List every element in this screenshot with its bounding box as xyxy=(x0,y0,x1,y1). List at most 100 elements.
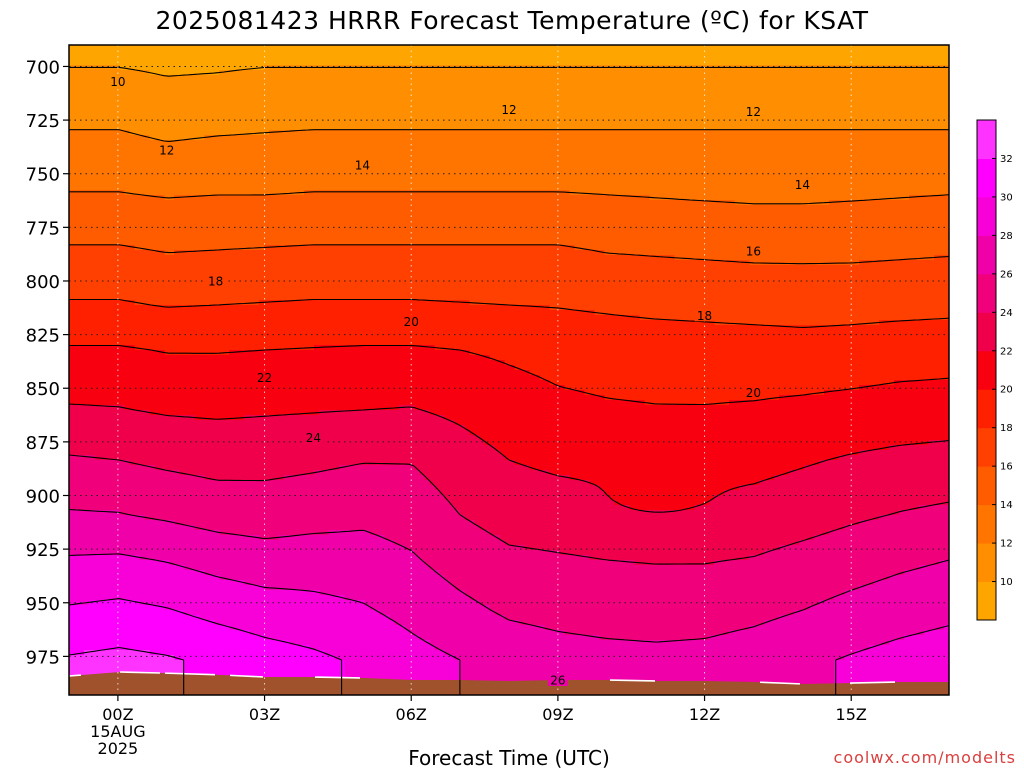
ground-surface-layer xyxy=(69,671,949,695)
temperature-band-0 xyxy=(69,45,949,76)
colorbar-tick-label-18: 18 xyxy=(1000,423,1013,434)
temperature-band-2 xyxy=(69,130,949,206)
colorbar-segment-6 xyxy=(977,350,996,390)
colorbar-tick-label-10: 10 xyxy=(1000,577,1013,588)
surface-highlight-6 xyxy=(759,681,801,685)
grid-layer xyxy=(69,45,949,695)
y-tick-label-775: 775 xyxy=(26,218,60,239)
surface-highlight-5 xyxy=(609,679,656,682)
contour-label-1: 12 xyxy=(159,144,174,158)
contour-label-bg-11 xyxy=(254,370,275,384)
contour-label-7: 18 xyxy=(208,274,223,288)
colorbar-segment-2 xyxy=(977,504,996,544)
x-date-label-0: 15AUG xyxy=(90,722,145,741)
surface-highlight-4 xyxy=(314,676,361,679)
colorbar-tick-label-32: 32 xyxy=(1000,154,1013,165)
y-tick-label-725: 725 xyxy=(26,111,60,132)
y-tick-label-850: 850 xyxy=(26,379,60,400)
colorbar-segment-11 xyxy=(977,158,996,198)
contour-label-bg-5 xyxy=(792,177,813,191)
contour-line-26 xyxy=(69,508,949,643)
contour-label-bg-13 xyxy=(547,672,568,686)
temperature-fill-layer xyxy=(69,45,949,695)
contour-labels-layer: 10 12 12 12 14 14 16 18 18 20 20 22 24 26 xyxy=(107,74,813,687)
colorbar-segment-8 xyxy=(977,273,996,313)
contour-label-2: 12 xyxy=(501,103,516,117)
contour-line-18 xyxy=(69,298,949,328)
temperature-band-10 xyxy=(69,555,949,695)
colorbar-segment-5 xyxy=(977,389,996,429)
y-tick-label-750: 750 xyxy=(26,165,60,186)
colorbar-frame xyxy=(976,119,997,621)
contour-label-0: 10 xyxy=(110,75,125,89)
y-axis: 700 725 750 775 800 825 850 875 900 925 950 975 xyxy=(26,57,69,668)
chart-title: 2025081423 HRRR Forecast Temperature (ºC… xyxy=(155,6,868,35)
contour-label-bg-10 xyxy=(743,385,764,399)
colorbar-tick-label-14: 14 xyxy=(1000,500,1013,511)
contour-label-8: 18 xyxy=(697,309,712,323)
contour-label-5: 14 xyxy=(795,178,810,192)
contour-label-bg-7 xyxy=(205,273,226,287)
watermark: coolwx.com/modelts xyxy=(834,748,1016,767)
colorbar-segment-10 xyxy=(977,196,996,236)
surface-highlight-2 xyxy=(164,672,216,676)
temperature-band-11 xyxy=(69,600,345,695)
colorbar-tick-label-20: 20 xyxy=(1000,385,1013,396)
colorbar-tick-label-16: 16 xyxy=(1000,462,1013,473)
contour-label-6: 16 xyxy=(746,244,761,258)
surface-highlight-1 xyxy=(119,671,161,674)
x-tick-label-4: 12Z xyxy=(689,705,720,724)
temperature-band-4 xyxy=(69,245,949,326)
contour-label-bg-2 xyxy=(499,102,519,116)
colorbar-segment-9 xyxy=(977,235,996,275)
colorbar-segment-0 xyxy=(977,581,996,621)
contour-label-10: 20 xyxy=(746,386,761,400)
contour-lines-layer xyxy=(69,66,949,695)
contour-line-28 xyxy=(69,553,949,695)
contour-label-4: 14 xyxy=(355,159,370,173)
contour-line-20 xyxy=(69,344,949,406)
contour-line-32 xyxy=(69,646,185,695)
temperature-band-8 xyxy=(69,455,949,641)
y-tick-label-700: 700 xyxy=(26,57,60,78)
contour-line-14 xyxy=(69,191,949,205)
x-tick-label-2: 06Z xyxy=(396,705,427,724)
colorbar-tick-label-28: 28 xyxy=(1000,231,1013,242)
contour-label-11: 22 xyxy=(257,371,272,385)
contour-label-bg-4 xyxy=(352,158,373,172)
x-tick-label-0: 00Z xyxy=(102,705,133,724)
contour-label-9: 20 xyxy=(404,315,419,329)
colorbar-segment-4 xyxy=(977,427,996,467)
contour-label-3: 12 xyxy=(746,105,761,119)
plot-frame xyxy=(68,44,950,696)
y-tick-label-800: 800 xyxy=(26,272,60,293)
x-tick-label-5: 15Z xyxy=(836,705,867,724)
surface-highlight-3 xyxy=(229,674,264,678)
colorbar-segment-3 xyxy=(977,466,996,506)
contour-label-bg-6 xyxy=(743,243,764,257)
surface-highlight-7 xyxy=(849,681,896,684)
x-axis-label: Forecast Time (UTC) xyxy=(408,746,610,768)
colorbar-tick-label-26: 26 xyxy=(1000,269,1013,280)
contour-label-bg-8 xyxy=(694,308,715,322)
contour-line-16 xyxy=(69,244,949,265)
contour-line-24 xyxy=(69,454,949,565)
contour-line-22 xyxy=(69,403,949,513)
colorbar: 10 12 14 16 18 20 22 24 26 28 30 32 xyxy=(976,119,1013,621)
temperature-band-9 xyxy=(69,510,949,695)
temperature-band-6 xyxy=(69,345,949,511)
y-tick-label-950: 950 xyxy=(26,594,60,615)
temperature-band-7 xyxy=(69,405,949,566)
colorbar-tick-label-30: 30 xyxy=(1000,192,1013,203)
contour-label-bg-0 xyxy=(107,74,128,88)
y-tick-label-875: 875 xyxy=(26,433,60,454)
y-tick-label-825: 825 xyxy=(26,326,60,347)
ground-surface xyxy=(69,672,949,695)
contour-label-bg-3 xyxy=(743,104,764,118)
temperature-band-5 xyxy=(69,300,949,406)
contour-label-bg-1 xyxy=(156,143,177,157)
x-tick-label-1: 03Z xyxy=(249,705,280,724)
contour-label-bg-12 xyxy=(303,430,324,444)
colorbar-tick-label-24: 24 xyxy=(1000,308,1013,319)
